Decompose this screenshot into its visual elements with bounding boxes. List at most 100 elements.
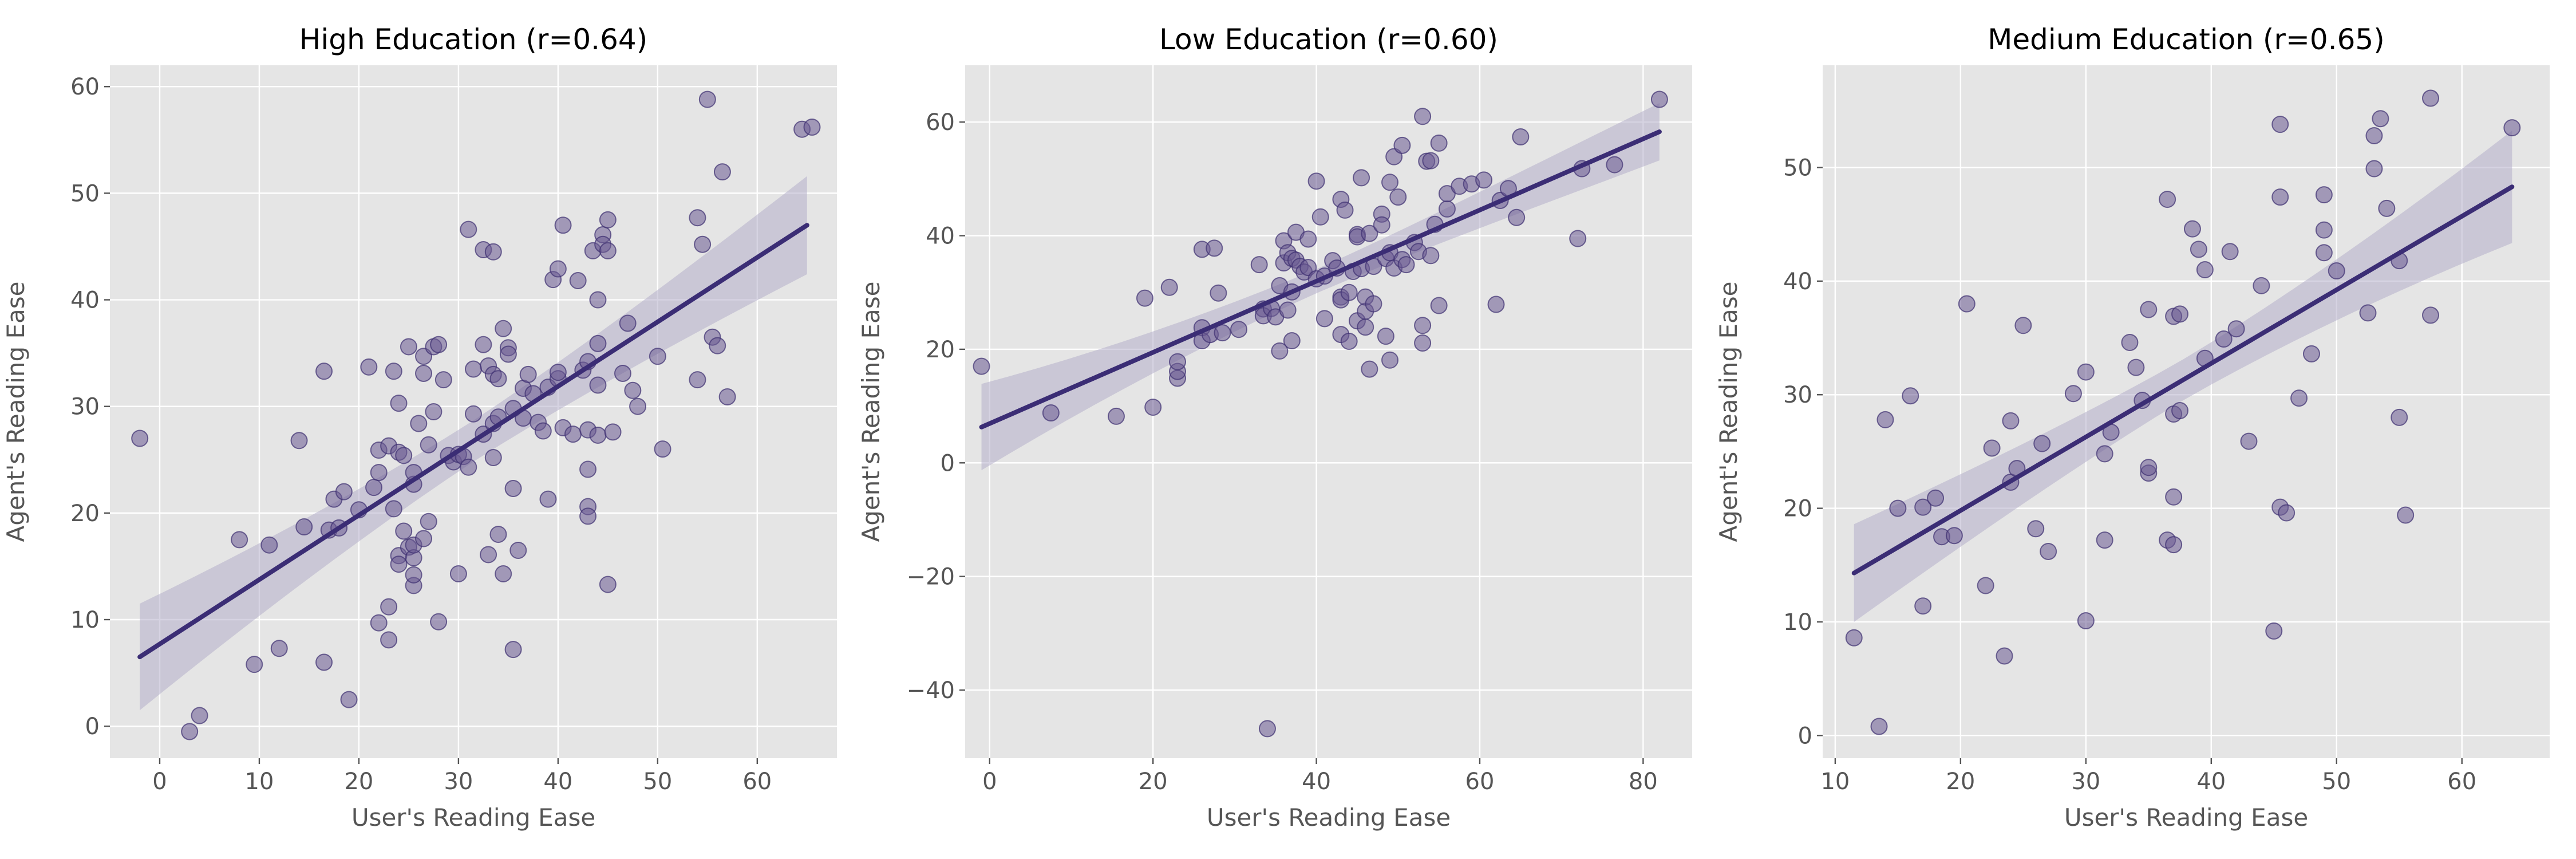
data-point [2421, 89, 2439, 107]
chart-panel-2: 0 20 40 60 80 −40 −20 0 20 40 60 Low Education (r=0… [857, 23, 1692, 832]
data-point [589, 426, 607, 444]
data-point [380, 598, 398, 616]
data-point [689, 371, 706, 389]
data-point [1271, 342, 1289, 360]
y-tick-label: 20 [1783, 496, 1812, 522]
data-point [2328, 262, 2345, 280]
data-point [480, 546, 497, 564]
data-point [315, 653, 333, 671]
data-point [509, 542, 527, 559]
data-point [1315, 310, 1333, 328]
data-point [2221, 243, 2239, 261]
y-tick-label: 50 [1783, 155, 1812, 182]
data-point [2165, 488, 2183, 506]
data-point [2315, 244, 2333, 262]
data-point [495, 320, 512, 337]
data-point [2397, 506, 2415, 524]
data-point [1430, 297, 1448, 314]
data-point [295, 518, 313, 536]
data-point [290, 432, 308, 450]
data-point [2421, 306, 2439, 324]
data-point [2372, 110, 2389, 128]
data-point [1475, 171, 1493, 189]
data-point [475, 336, 492, 353]
data-point [1340, 283, 1358, 301]
data-point [619, 314, 637, 332]
data-point [1438, 200, 1456, 218]
data-point [1279, 301, 1297, 319]
data-point [360, 358, 378, 376]
data-point [1373, 216, 1390, 234]
data-point [430, 613, 448, 631]
data-point [549, 364, 567, 381]
data-point [365, 479, 383, 497]
y-tick-label: 30 [1783, 382, 1812, 408]
data-point [370, 464, 388, 482]
data-point [1136, 289, 1153, 307]
data-point [2196, 261, 2214, 279]
data-point [654, 440, 671, 458]
data-point [2359, 304, 2377, 322]
data-point [2077, 363, 2095, 381]
data-point [1650, 90, 1668, 108]
data-point [2365, 127, 2383, 144]
data-point [1230, 321, 1248, 338]
data-point [569, 272, 587, 290]
data-point [1430, 134, 1448, 152]
data-point [504, 480, 522, 498]
data-point [589, 291, 607, 309]
data-point [465, 360, 482, 378]
data-point [2027, 520, 2045, 538]
data-point [2271, 116, 2289, 133]
x-tick-label: 50 [643, 769, 672, 795]
data-point [1169, 353, 1187, 371]
data-point [2096, 531, 2113, 549]
data-point [1250, 256, 1268, 274]
regression-line [1851, 184, 2515, 576]
data-point [410, 415, 428, 432]
chart-title: High Education (r=0.64) [299, 23, 647, 56]
data-point [599, 211, 617, 228]
y-tick-label: 40 [1783, 269, 1812, 295]
y-tick-label: 0 [941, 450, 955, 476]
data-point [1422, 247, 1440, 265]
data-point [579, 507, 597, 525]
data-point [1996, 647, 2013, 665]
data-point [484, 449, 502, 467]
data-point [1283, 332, 1301, 350]
data-point [1422, 152, 1440, 170]
data-point [973, 357, 990, 375]
x-tick-label: 50 [2322, 769, 2351, 795]
data-point [460, 220, 477, 238]
x-tick-label: 80 [1629, 769, 1658, 795]
regression-line [979, 129, 1662, 430]
y-tick-label: 40 [926, 223, 955, 250]
data-point [2278, 504, 2296, 522]
data-point [2159, 191, 2176, 208]
y-tick-label: 0 [1798, 723, 1812, 749]
data-point [2378, 199, 2396, 217]
data-point [1902, 387, 1919, 405]
data-point [1381, 351, 1399, 369]
y-axis-label: Agent's Reading Ease [857, 282, 885, 542]
data-point [1958, 295, 1976, 313]
data-point [2140, 301, 2158, 318]
data-point [315, 362, 333, 380]
data-point [1299, 230, 1317, 248]
confidence-band [981, 103, 1660, 471]
data-point [489, 526, 507, 543]
data-point [246, 656, 263, 673]
data-point [385, 500, 402, 518]
data-point [2121, 334, 2139, 351]
data-point [191, 707, 208, 724]
data-point [1377, 328, 1394, 345]
data-point [181, 723, 199, 740]
data-point [709, 337, 726, 354]
data-point [539, 490, 557, 508]
data-point [2171, 402, 2189, 420]
data-point [1397, 256, 1415, 274]
data-point [335, 483, 353, 501]
data-point [2315, 186, 2333, 204]
data-point [1569, 230, 1587, 247]
data-point [649, 348, 666, 365]
